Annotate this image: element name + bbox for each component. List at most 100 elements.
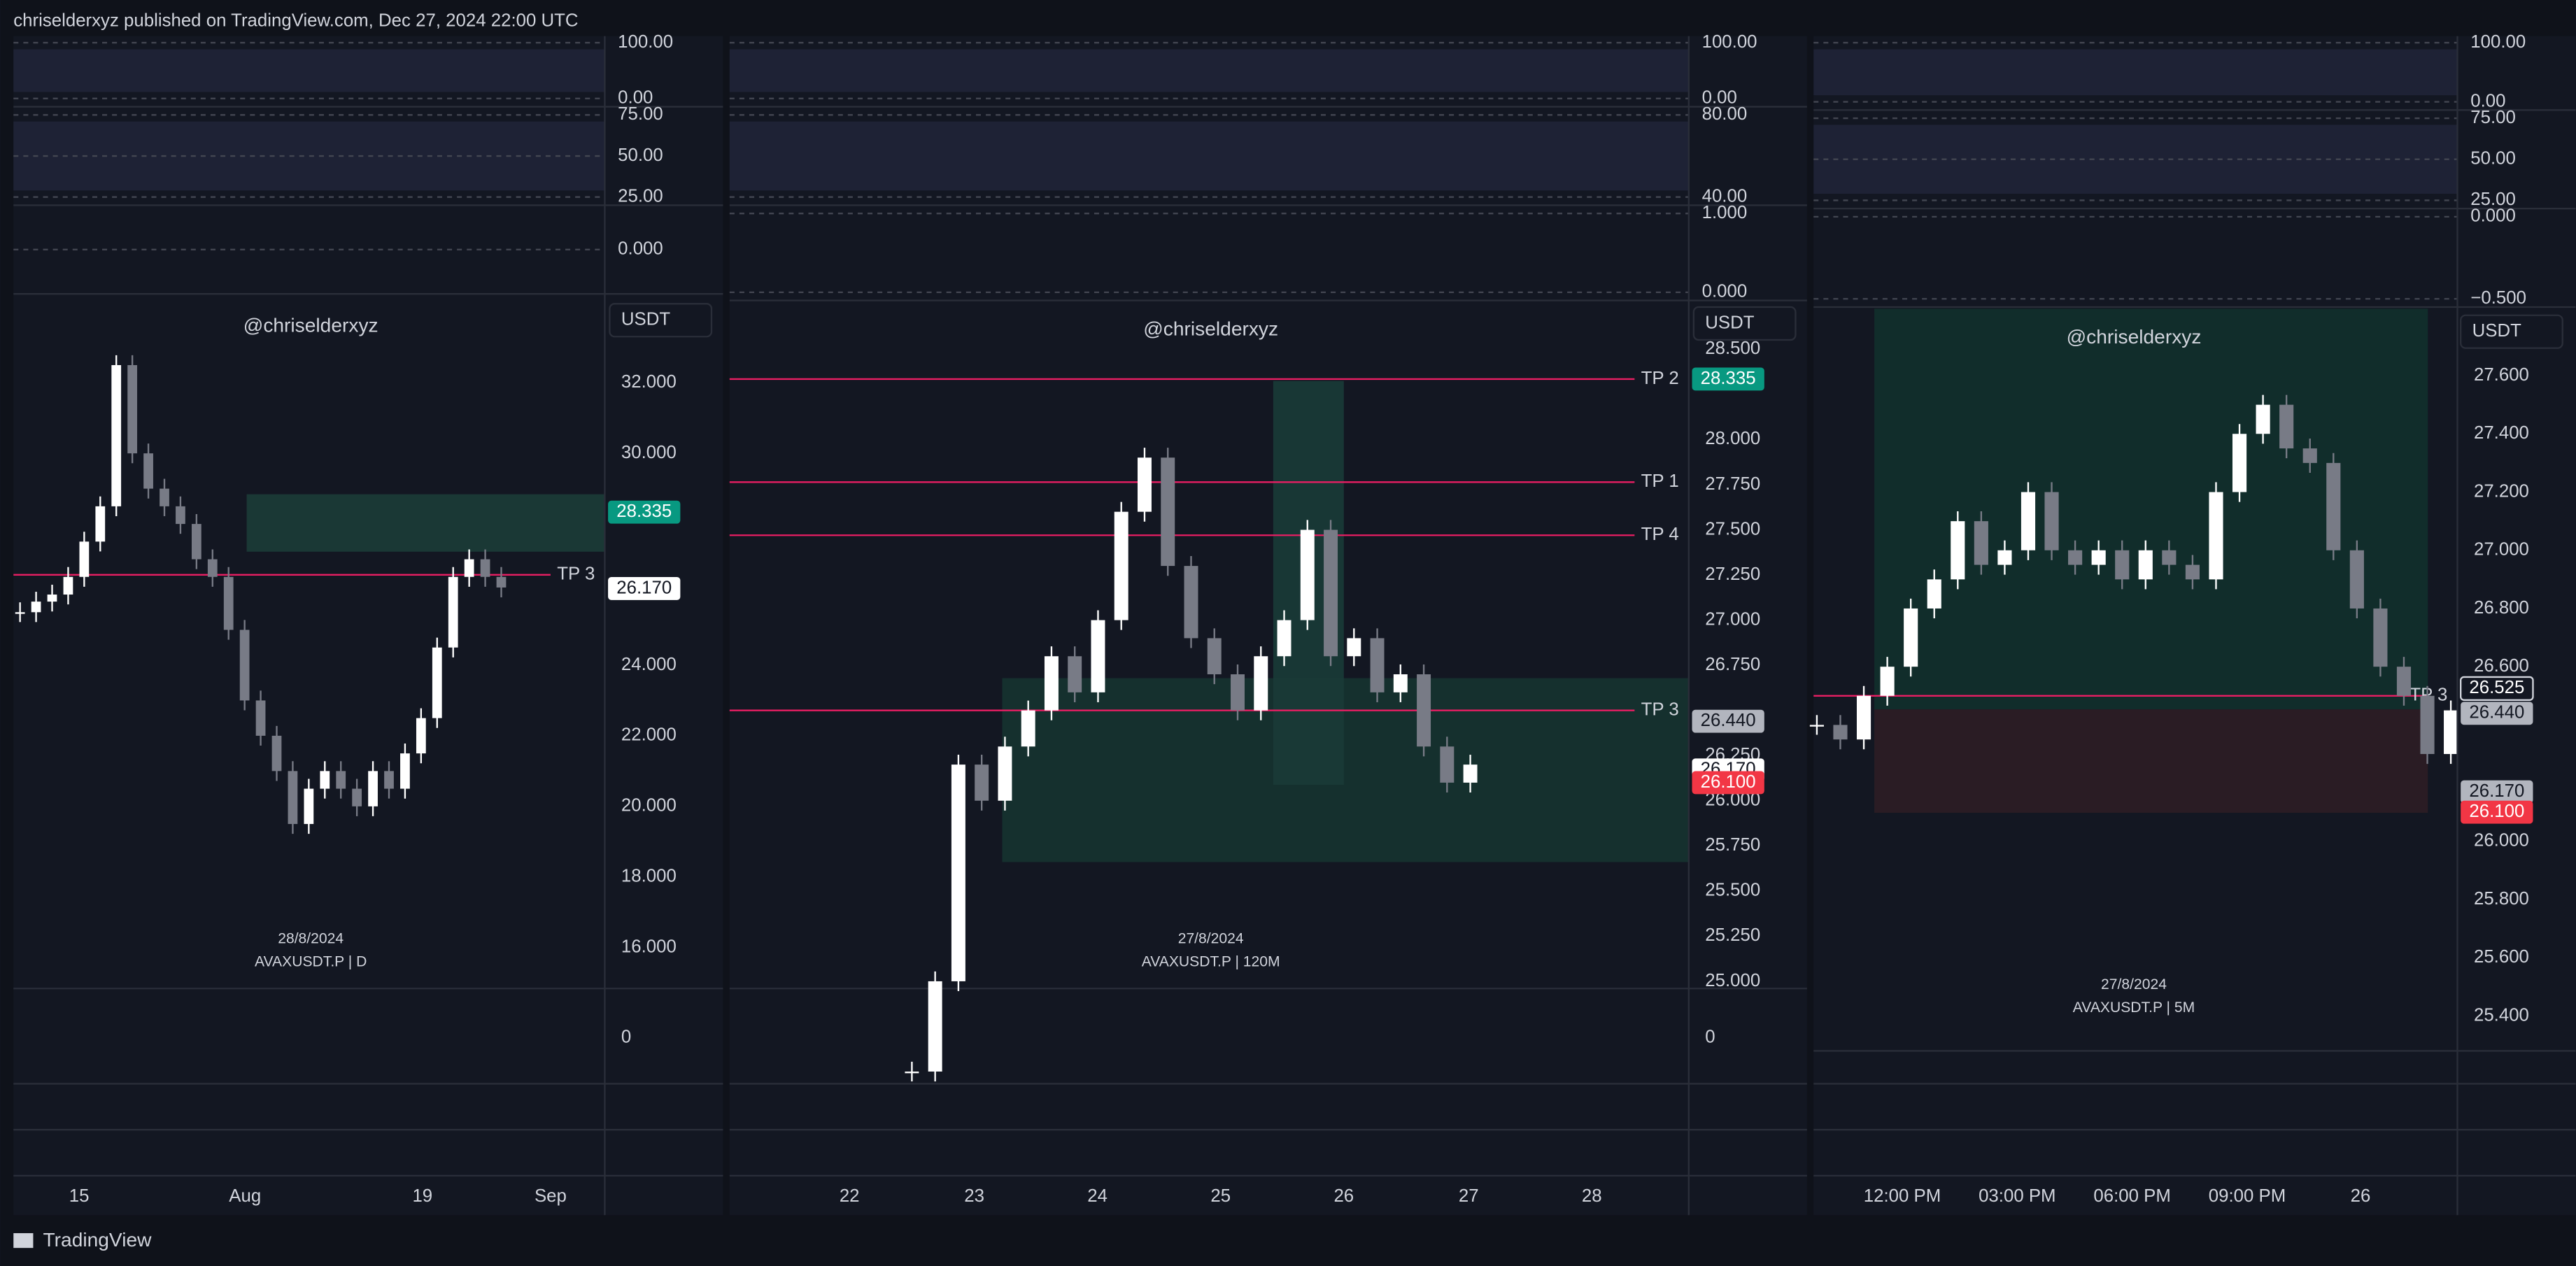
y-tick-label: 20.000 [621,796,677,816]
oscillator-tick-label: 0.000 [2470,206,2516,226]
candle [1951,521,1965,580]
oscillator-tick-label: 80.00 [1702,104,1748,124]
candle [2091,550,2106,565]
oscillator-tick-label: 50.00 [2470,149,2516,169]
symbol-label: AVAXUSDT.P | 5M [2073,1000,2195,1016]
y-tick-label: 27.600 [2474,365,2529,385]
candle [448,576,458,648]
oscillator-band [729,49,1689,92]
oscillator-tick-label: 100.00 [2470,32,2526,52]
y-tick-label: 25.400 [2474,1005,2529,1025]
x-tick-label: 12:00 PM [1864,1186,1941,1206]
candle [2349,550,2364,609]
candle [31,602,41,613]
symbol-label: AVAXUSDT.P | D [255,953,367,969]
x-tick-label: 26 [1333,1186,1354,1206]
y-tick-label: 25.750 [1705,835,1760,855]
candle [2115,550,2130,580]
price-tag-label: 26.100 [1701,772,1756,792]
watermark: @chriselderxyz [2067,325,2202,348]
candle [2279,404,2294,449]
x-tick-label: 26 [2351,1186,2371,1206]
oscillator-tick-label: 40.00 [1702,187,1748,206]
price-tag-label: 28.335 [1701,369,1756,388]
candle [432,647,442,718]
oscillator-band [1813,125,2458,194]
candle [2373,608,2388,667]
y-tick-label: 25.000 [1705,971,1760,990]
oscillator-tick-label: 50.00 [618,145,663,165]
y-tick-label: 28.500 [1705,339,1760,358]
oscillator-tick-label: 0.000 [618,239,663,259]
target-label: TP 2 [1641,369,1679,388]
candle [2326,462,2341,550]
price-tag-label: 26.170 [616,578,672,597]
date-label: 27/8/2024 [1178,930,1244,946]
price-tag [1692,709,1764,733]
footer-text: TradingView [43,1228,153,1251]
x-tick-label: 06:00 PM [2093,1186,2171,1206]
y-tick-label: 16.000 [621,937,677,957]
oscillator-tick-label: 25.00 [2470,190,2516,209]
candle [47,595,57,602]
oscillator-tick-label: 25.00 [618,187,663,206]
candle [1856,695,1871,740]
candle [1161,457,1175,567]
candle [2068,550,2083,565]
candle [1440,746,1455,783]
oscillator-tick-label: 0.000 [1702,282,1748,301]
currency-box [609,303,713,338]
y-tick-label: 27.750 [1705,474,1760,494]
oscillator-band [13,49,605,92]
oscillator-tick-label: 0.00 [1702,88,1737,108]
x-tick-label: 22 [840,1186,860,1206]
candle [288,771,298,825]
candle [1324,529,1338,657]
price-tag-label: 26.440 [1701,711,1756,730]
x-tick-label: 15 [69,1186,90,1206]
candle [496,576,507,588]
y-tick-label: 22.000 [621,725,677,745]
zone [1874,308,2428,710]
candle [160,488,169,506]
oscillator-tick-label: 0.00 [2470,91,2505,111]
candle [1927,579,1941,609]
symbol-label: AVAXUSDT.P | 120M [1142,953,1280,969]
candle [2420,695,2435,755]
y-tick-label: 27.200 [2474,481,2529,501]
candle [79,541,90,577]
pane [13,36,723,1216]
header-text: chriselderxyz published on TradingView.c… [13,10,578,30]
y-tick-label: 27.500 [1705,519,1760,539]
candle [951,764,965,981]
target-label: TP 3 [557,564,595,584]
price-tag-label: 26.440 [2469,703,2524,723]
candle [1091,620,1105,692]
candle [998,746,1012,801]
price-tag [2460,676,2534,701]
candle [2232,434,2247,492]
candle [1393,674,1408,692]
currency-box [1692,306,1797,341]
price-tag [608,500,681,524]
candle [63,576,73,595]
candle [905,1072,919,1074]
y-tick-label: 26.800 [2474,598,2529,618]
candle [352,788,362,806]
y-tick-label: 27.000 [2474,540,2529,560]
x-tick-label: 28 [1582,1186,1602,1206]
candle [1300,529,1315,620]
candle [2044,492,2059,550]
candle [2256,404,2270,434]
price-tag-label: 26.170 [2469,781,2524,801]
y-tick-label: 26.600 [2474,656,2529,676]
currency-label: USDT [1705,313,1754,332]
candle [127,364,138,454]
x-tick-label: 19 [412,1186,432,1206]
target-label: TP 1 [1641,471,1679,491]
y-tick-label: 26.750 [1705,655,1760,674]
candle [1207,638,1222,675]
candle [1184,566,1198,639]
